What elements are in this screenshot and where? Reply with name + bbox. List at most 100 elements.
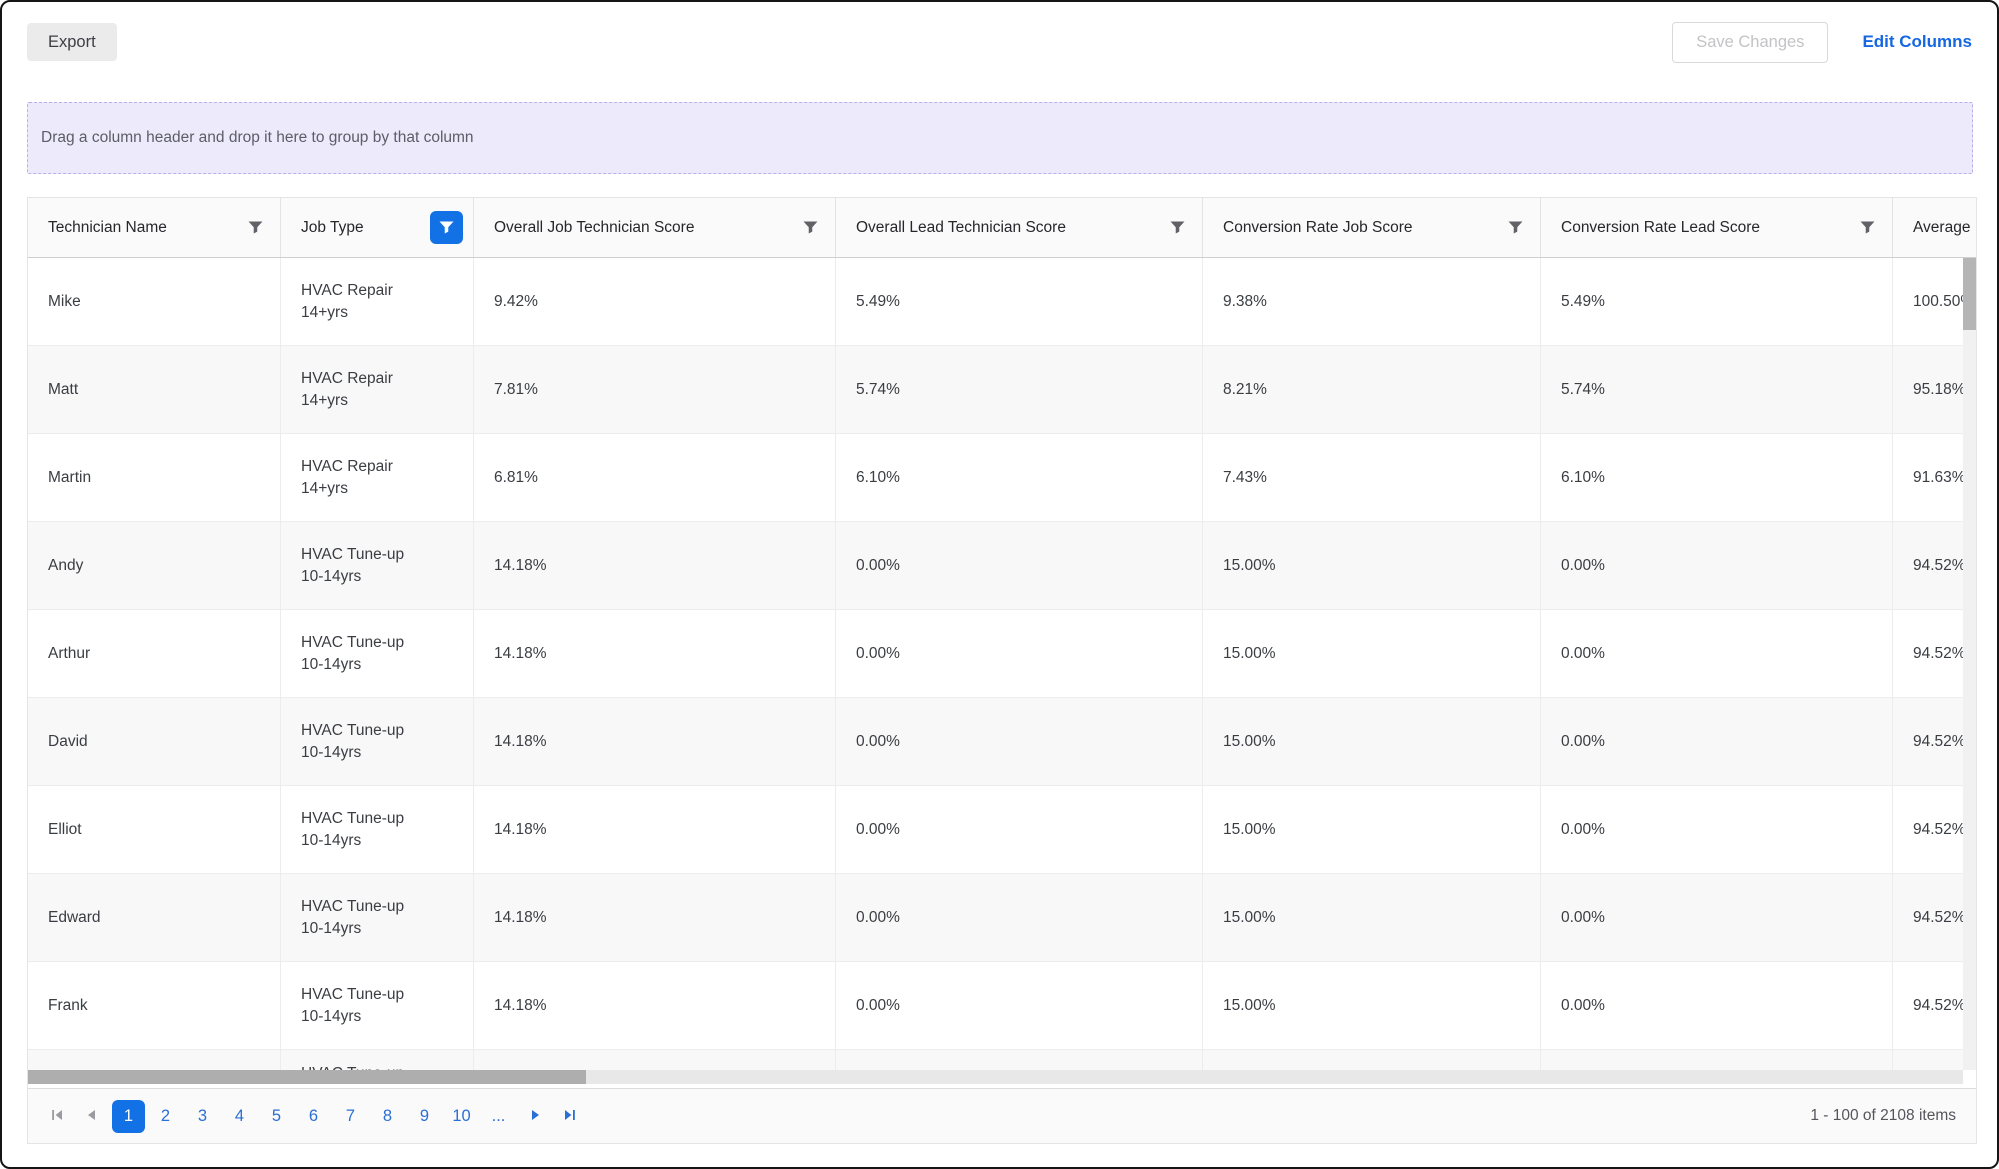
- filter-icon[interactable]: [1852, 213, 1882, 243]
- cell-overall-lead-score: 0.00%: [836, 610, 1203, 697]
- cell-overall-job-score: 14.18%: [474, 962, 836, 1049]
- page-number-button[interactable]: 6: [297, 1100, 330, 1133]
- previous-page-button[interactable]: [76, 1101, 106, 1131]
- table-row[interactable]: Arthur HVAC Tune-up 10-14yrs 14.18% 0.00%…: [28, 610, 1976, 698]
- column-header-label: Conversion Rate Job Score: [1223, 218, 1413, 236]
- column-header[interactable]: Technician Name: [28, 198, 281, 257]
- column-header-label: Overall Lead Technician Score: [856, 218, 1066, 236]
- cell-conversion-lead-score: 0.00%: [1541, 962, 1893, 1049]
- table-row[interactable]: Frank HVAC Tune-up 10-14yrs 14.18% 0.00% …: [28, 962, 1976, 1050]
- filter-icon[interactable]: [795, 213, 825, 243]
- cell-conversion-job-score: 15.00%: [1203, 610, 1541, 697]
- table-row[interactable]: Martin HVAC Repair 14+yrs 6.81% 6.10% 7.4…: [28, 434, 1976, 522]
- cell-technician-name: David: [28, 698, 281, 785]
- pager-items-summary: 1 - 100 of 2108 items: [1810, 1107, 1956, 1124]
- cell-overall-lead-score: 0.00%: [836, 874, 1203, 961]
- save-changes-button[interactable]: Save Changes: [1672, 21, 1829, 63]
- filter-icon[interactable]: [240, 213, 270, 243]
- cell-overall-lead-score: 0.00%: [836, 522, 1203, 609]
- export-button[interactable]: Export: [27, 23, 117, 61]
- column-header[interactable]: Average: [1893, 198, 1976, 257]
- page-number-list: 1 2 3 4 5 6 7 8 9 10...: [110, 1099, 517, 1133]
- cell-average-score: 95.18%: [1913, 380, 1966, 398]
- cell-technician-name: Martin: [28, 434, 281, 521]
- column-header-label: Job Type: [301, 218, 364, 236]
- page-number-button[interactable]: 3: [186, 1100, 219, 1133]
- page-number-button[interactable]: 8: [371, 1100, 404, 1133]
- page-number-button[interactable]: 10: [445, 1100, 478, 1133]
- page-number-button[interactable]: 1: [112, 1099, 145, 1133]
- column-header[interactable]: Overall Lead Technician Score: [836, 198, 1203, 257]
- cell-overall-lead-score: 5.49%: [836, 258, 1203, 345]
- page-number-button[interactable]: 9: [408, 1100, 441, 1133]
- first-page-button[interactable]: [42, 1101, 72, 1131]
- page-number-button[interactable]: 4: [223, 1100, 256, 1133]
- cell-technician-name: Mike: [28, 258, 281, 345]
- table-row[interactable]: Mike HVAC Repair 14+yrs 9.42% 5.49% 9.38%…: [28, 258, 1976, 346]
- cell-overall-lead-score: 6.10%: [836, 434, 1203, 521]
- cell-conversion-job-score: 15.00%: [1203, 522, 1541, 609]
- cell-technician-name: Elliot: [28, 786, 281, 873]
- cell-technician-name: Arthur: [28, 610, 281, 697]
- pager: 1 2 3 4 5 6 7 8 9 10... 1 - 100 of 2108 items: [28, 1088, 1976, 1143]
- cell-overall-job-score: 14.18%: [474, 698, 836, 785]
- table-row[interactable]: Elliot HVAC Tune-up 10-14yrs 14.18% 0.00%…: [28, 786, 1976, 874]
- horizontal-scrollbar-thumb[interactable]: [28, 1070, 586, 1084]
- column-header[interactable]: Job Type: [281, 198, 474, 257]
- first-page-icon: [50, 1108, 64, 1125]
- column-header[interactable]: Overall Job Technician Score: [474, 198, 836, 257]
- cell-job-type: HVAC Tune-up 10-14yrs: [281, 874, 474, 961]
- filter-icon[interactable]: [430, 211, 463, 244]
- cell-conversion-job-score: 15.00%: [1203, 874, 1541, 961]
- page-number-button[interactable]: 2: [149, 1100, 182, 1133]
- cell-average-score: 94.52%: [1913, 908, 1966, 926]
- cell-average-score: 94.52%: [1913, 996, 1966, 1014]
- cell-job-type: HVAC Tune-up 10-14yrs: [281, 522, 474, 609]
- table-row[interactable]: Matt HVAC Repair 14+yrs 7.81% 5.74% 8.21%…: [28, 346, 1976, 434]
- cell-job-type: HVAC Repair 14+yrs: [281, 434, 474, 521]
- cell-overall-lead-score: [836, 1050, 1203, 1072]
- edit-columns-link[interactable]: Edit Columns: [1862, 32, 1972, 51]
- table-row[interactable]: Andy HVAC Tune-up 10-14yrs 14.18% 0.00% 1…: [28, 522, 1976, 610]
- cell-overall-job-score: 14.18%: [474, 874, 836, 961]
- cell-conversion-lead-score: 5.49%: [1541, 258, 1893, 345]
- column-header[interactable]: Conversion Rate Job Score: [1203, 198, 1541, 257]
- cell-overall-job-score: [474, 1050, 836, 1072]
- column-header-label: Overall Job Technician Score: [494, 218, 695, 236]
- next-page-button[interactable]: [521, 1101, 551, 1131]
- cell-technician-name: Frank: [28, 962, 281, 1049]
- horizontal-scrollbar[interactable]: [28, 1070, 1963, 1084]
- cell-conversion-job-score: 7.43%: [1203, 434, 1541, 521]
- filter-icon[interactable]: [1162, 213, 1192, 243]
- vertical-scrollbar[interactable]: [1963, 258, 1976, 1070]
- cell-conversion-lead-score: 0.00%: [1541, 610, 1893, 697]
- table-row[interactable]: David HVAC Tune-up 10-14yrs 14.18% 0.00% …: [28, 698, 1976, 786]
- cell-job-type: HVAC Tune-up: [281, 1050, 474, 1072]
- page-number-button[interactable]: 5: [260, 1100, 293, 1133]
- toolbar-right-group: Save Changes Edit Columns: [1672, 21, 1972, 63]
- cell-conversion-lead-score: 0.00%: [1541, 522, 1893, 609]
- page-number-button[interactable]: ...: [482, 1100, 515, 1133]
- cell-overall-job-score: 6.81%: [474, 434, 836, 521]
- cell-overall-lead-score: 5.74%: [836, 346, 1203, 433]
- cell-average-score: 94.52%: [1913, 556, 1966, 574]
- cell-average-score: 94.52%: [1913, 732, 1966, 750]
- filter-icon[interactable]: [1500, 213, 1530, 243]
- vertical-scrollbar-thumb[interactable]: [1963, 258, 1976, 330]
- table-row[interactable]: Edward HVAC Tune-up 10-14yrs 14.18% 0.00%…: [28, 874, 1976, 962]
- page-number-button[interactable]: 7: [334, 1100, 367, 1133]
- cell-technician-name: [28, 1050, 281, 1072]
- previous-page-icon: [85, 1109, 97, 1124]
- column-header[interactable]: Conversion Rate Lead Score: [1541, 198, 1893, 257]
- cell-conversion-lead-score: 0.00%: [1541, 698, 1893, 785]
- last-page-button[interactable]: [555, 1101, 585, 1131]
- cell-overall-job-score: 14.18%: [474, 786, 836, 873]
- group-by-drop-zone[interactable]: Drag a column header and drop it here to…: [27, 102, 1973, 174]
- table-body: Mike HVAC Repair 14+yrs 9.42% 5.49% 9.38%…: [28, 258, 1976, 1072]
- cell-job-type: HVAC Tune-up 10-14yrs: [281, 962, 474, 1049]
- table-row[interactable]: HVAC Tune-up: [28, 1050, 1976, 1072]
- cell-overall-job-score: 14.18%: [474, 610, 836, 697]
- cell-overall-job-score: 9.42%: [474, 258, 836, 345]
- group-by-hint: Drag a column header and drop it here to…: [41, 129, 474, 146]
- column-header-label: Conversion Rate Lead Score: [1561, 218, 1761, 236]
